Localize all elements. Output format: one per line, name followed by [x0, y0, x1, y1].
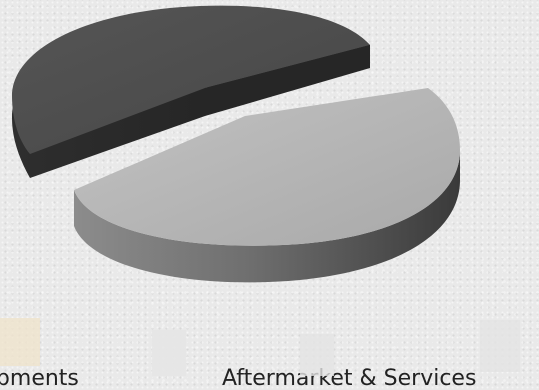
pie-slice-aftermarket-top	[74, 88, 460, 246]
pie-slice-equipments	[12, 5, 370, 179]
pie-slice-aftermarket	[74, 88, 460, 283]
legend-label-aftermarket: Aftermarket & Services	[222, 366, 476, 390]
legend-label-equipments: Equipments	[0, 366, 79, 390]
pie-slice-aftermarket-side	[74, 150, 460, 283]
legend-decoration-1	[300, 334, 334, 376]
legend-swatch-aftermarket	[152, 330, 186, 376]
legend-decoration-2	[480, 320, 520, 372]
pie-slice-equipments-top	[12, 5, 370, 155]
pie-slice-equipments-cut	[205, 45, 370, 116]
pie-slices	[12, 5, 460, 283]
legend: Equipments Aftermarket & Services	[0, 318, 520, 390]
legend-swatch-equipments	[0, 318, 40, 366]
